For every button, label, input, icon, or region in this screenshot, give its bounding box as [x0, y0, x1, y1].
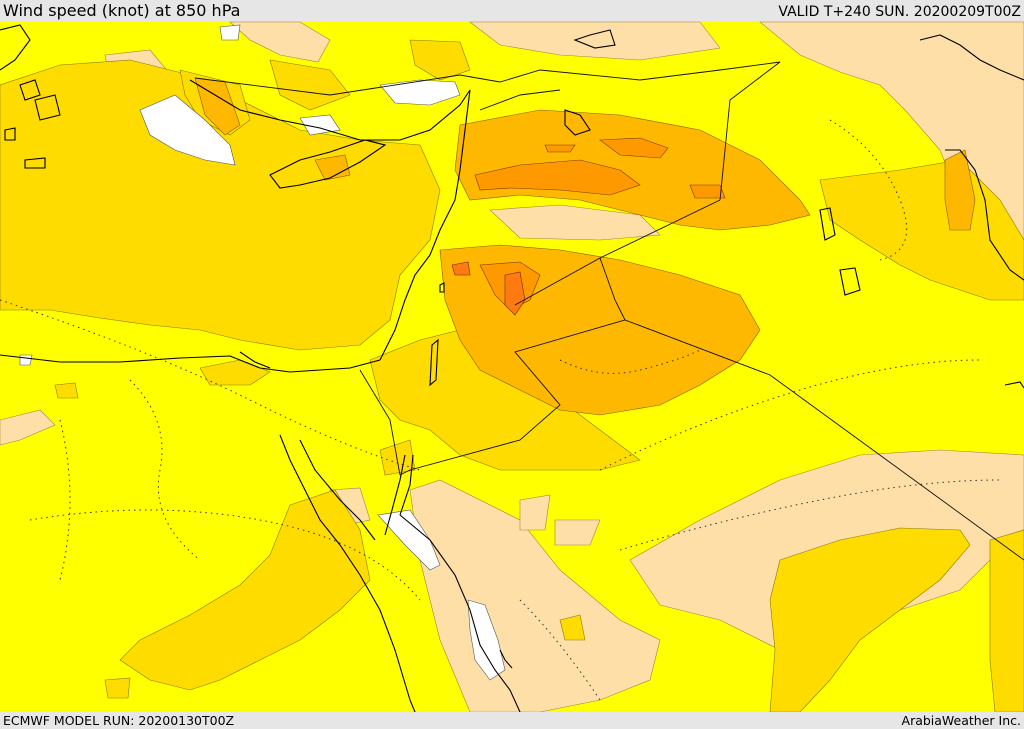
title-bar: Wind speed (knot) at 850 hPa VALID T+240…	[0, 0, 1024, 21]
map-svg	[0, 21, 1024, 712]
map-title: Wind speed (knot) at 850 hPa	[3, 1, 241, 20]
footer-bar: ECMWF MODEL RUN: 20200130T00Z ArabiaWeat…	[0, 712, 1024, 729]
country-borders	[194, 61, 1024, 561]
wind-speed-map[interactable]	[0, 21, 1024, 712]
very-strong-wind-regions	[474, 137, 726, 311]
coastlines	[0, 24, 1024, 712]
valid-time-label: VALID T+240 SUN. 20200209T00Z	[778, 4, 1021, 20]
strongest-wind-core	[451, 261, 526, 316]
model-run-label: ECMWF MODEL RUN: 20200130T00Z	[3, 713, 235, 728]
dotted-lines	[0, 119, 1001, 701]
calm-regions	[19, 24, 506, 681]
credit-label: ArabiaWeather Inc.	[901, 713, 1021, 728]
